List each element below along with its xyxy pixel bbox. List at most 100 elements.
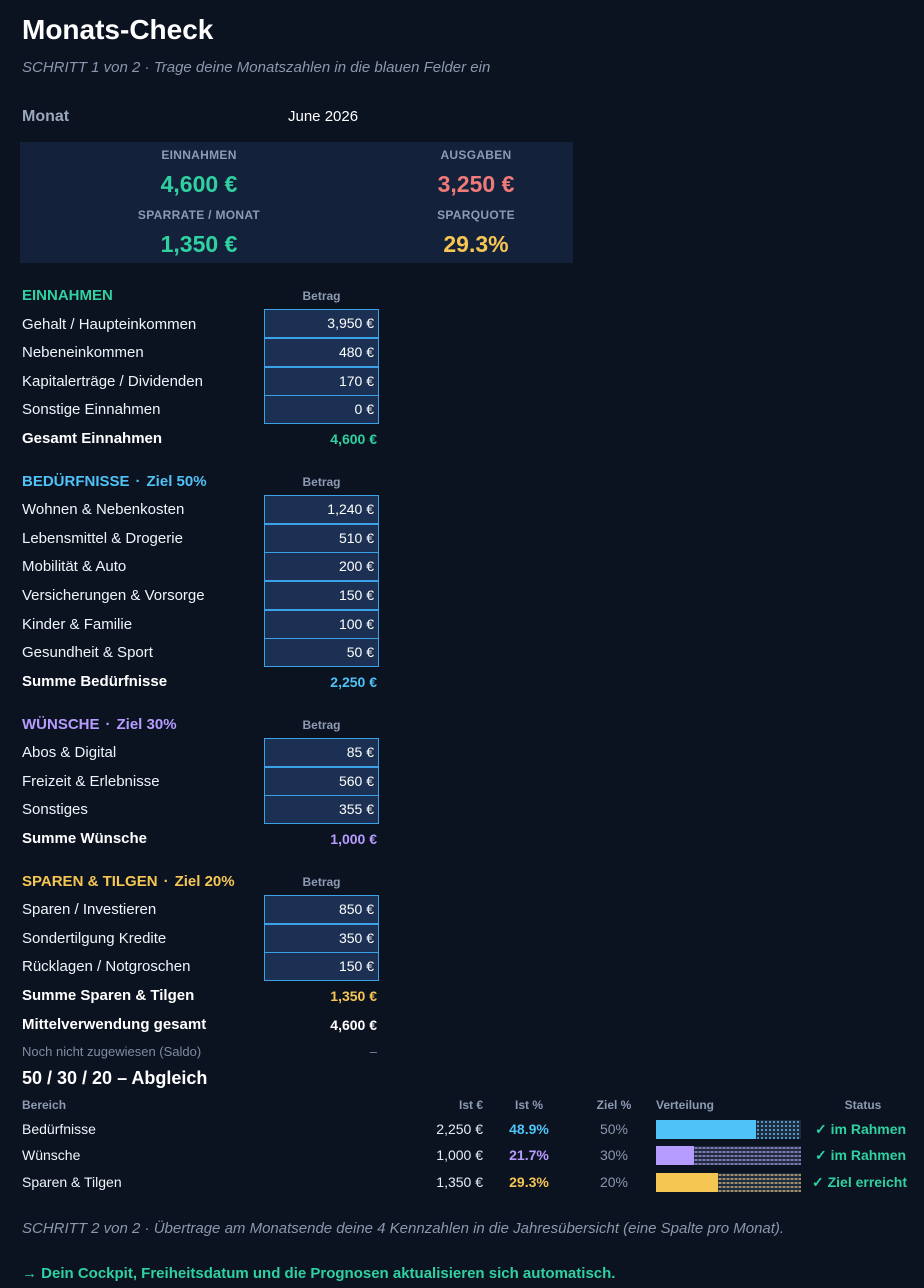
income-amount-input[interactable]: 3,950 € <box>264 309 379 338</box>
income-row-label: Gehalt / Haupteinkommen <box>22 316 197 333</box>
saving-row-label: Rücklagen / Notgroschen <box>22 958 191 975</box>
savings-kpi-value: 1,350 € <box>160 231 238 257</box>
distribution-column-header: Verteilung <box>656 1098 715 1112</box>
arrow-right-icon: → <box>22 1265 37 1282</box>
saving-amount-input[interactable]: 150 € <box>264 952 379 981</box>
auto-update-note: → Dein Cockpit, Freiheitsdatum und die P… <box>22 1265 616 1282</box>
comparison-actual-pct: 29.3% <box>509 1174 549 1190</box>
wants-row-label: Sonstiges <box>22 801 88 818</box>
needs-row-label: Kinder & Familie <box>22 616 133 633</box>
distribution-bar-target-zone <box>694 1146 801 1165</box>
comparison-status: ✓ Ziel erreicht <box>812 1174 907 1190</box>
month-value[interactable]: June 2026 <box>288 108 359 125</box>
income-row-label: Nebeneinkommen <box>22 344 144 361</box>
comparison-actual-eur: 2,250 € <box>436 1121 483 1137</box>
needs-total-value: 2,250 € <box>330 674 377 690</box>
wants-total-value: 1,000 € <box>330 831 377 847</box>
distribution-bar-target-zone <box>718 1173 801 1192</box>
wants-section-heading: WÜNSCHE · Ziel 30% <box>22 716 177 733</box>
needs-amount-input[interactable]: 1,240 € <box>264 495 379 524</box>
savings-kpi-label: SPARRATE / MONAT <box>137 208 261 222</box>
saving-target: Ziel 20% <box>174 873 235 890</box>
needs-section-heading: BEDÜRFNISSE · Ziel 50% <box>22 473 207 490</box>
needs-target: Ziel 50% <box>146 473 207 490</box>
needs-row-label: Lebensmittel & Drogerie <box>22 530 183 547</box>
distribution-bar-fill <box>656 1173 718 1192</box>
expense-kpi-value: 3,250 € <box>437 171 515 197</box>
wants-amount-input[interactable]: 560 € <box>264 767 379 796</box>
comparison-title: 50 / 30 / 20 – Abgleich <box>22 1068 208 1088</box>
comparison-target-pct: 20% <box>599 1174 629 1190</box>
income-amount-input[interactable]: 170 € <box>264 367 379 396</box>
needs-amount-input[interactable]: 200 € <box>264 552 379 581</box>
distribution-bar-fill <box>656 1146 694 1165</box>
wants-amount-input[interactable]: 355 € <box>264 795 379 824</box>
needs-amount-column-header: Betrag <box>302 475 341 489</box>
income-row-label: Sonstige Einnahmen <box>22 401 161 418</box>
allocation-total-value: 4,600 € <box>330 1017 377 1033</box>
distribution-bar <box>656 1146 801 1165</box>
needs-amount-input[interactable]: 100 € <box>264 610 379 639</box>
income-row-label: Kapitalerträge / Dividenden <box>22 373 203 390</box>
saving-amount-input[interactable]: 350 € <box>264 924 379 953</box>
comparison-area: Sparen & Tilgen <box>22 1174 122 1190</box>
saving-section-heading: SPAREN & TILGEN · Ziel 20% <box>22 873 235 890</box>
comparison-status: ✓ im Rahmen <box>815 1147 907 1163</box>
comparison-actual-pct: 21.7% <box>509 1147 549 1163</box>
saving-total-value: 1,350 € <box>330 988 377 1004</box>
needs-row-label: Mobilität & Auto <box>22 558 127 575</box>
step-1-instruction: SCHRITT 1 von 2 · Trage deine Monatszahl… <box>22 59 491 76</box>
saving-amount-input[interactable]: 850 € <box>264 895 379 924</box>
savings-rate-kpi-label: SPARQUOTE <box>437 208 515 222</box>
actual-pct-column-header: Ist % <box>514 1098 543 1112</box>
wants-row-label: Freizeit & Erlebnisse <box>22 773 160 790</box>
allocation-total-label: Mittelverwendung gesamt <box>22 1016 207 1033</box>
comparison-actual-eur: 1,000 € <box>436 1147 483 1163</box>
page-title: Monats-Check <box>22 14 214 45</box>
distribution-bar <box>656 1173 801 1192</box>
comparison-area: Wünsche <box>22 1147 81 1163</box>
needs-row-label: Versicherungen & Vorsorge <box>22 587 205 604</box>
actual-eur-column-header: Ist € <box>458 1098 483 1112</box>
saving-row-label: Sparen / Investieren <box>22 901 157 918</box>
saving-amount-column-header: Betrag <box>302 875 341 889</box>
wants-target: Ziel 30% <box>116 716 177 733</box>
area-column-header: Bereich <box>22 1098 67 1112</box>
income-amount-column-header: Betrag <box>302 289 341 303</box>
income-section-heading: EINNAHMEN <box>22 287 113 304</box>
income-amount-input[interactable]: 0 € <box>264 395 379 424</box>
comparison-actual-eur: 1,350 € <box>436 1174 483 1190</box>
income-total-label: Gesamt Einnahmen <box>22 430 163 447</box>
distribution-bar <box>656 1120 801 1139</box>
comparison-area: Bedürfnisse <box>22 1121 96 1137</box>
needs-total-label: Summe Bedürfnisse <box>22 673 168 690</box>
wants-amount-column-header: Betrag <box>302 718 341 732</box>
unassigned-value: – <box>369 1044 377 1059</box>
saving-total-label: Summe Sparen & Tilgen <box>22 987 195 1004</box>
target-pct-column-header: Ziel % <box>596 1098 632 1112</box>
comparison-actual-pct: 48.9% <box>509 1121 549 1137</box>
distribution-bar-fill <box>656 1120 756 1139</box>
needs-amount-input[interactable]: 150 € <box>264 581 379 610</box>
saving-row-label: Sondertilgung Kredite <box>22 930 167 947</box>
wants-total-label: Summe Wünsche <box>22 830 148 847</box>
comparison-status: ✓ im Rahmen <box>815 1121 907 1137</box>
needs-amount-input[interactable]: 510 € <box>264 524 379 553</box>
wants-amount-input[interactable]: 85 € <box>264 738 379 767</box>
income-total-value: 4,600 € <box>330 431 377 447</box>
income-amount-input[interactable]: 480 € <box>264 338 379 367</box>
needs-row-label: Gesundheit & Sport <box>22 644 153 661</box>
needs-amount-input[interactable]: 50 € <box>264 638 379 667</box>
savings-rate-kpi-value: 29.3% <box>443 231 509 257</box>
kpi-panel: EINNAHMEN 4,600 € AUSGABEN 3,250 € SPARR… <box>20 142 573 263</box>
status-column-header: Status <box>844 1098 882 1112</box>
month-label: Monat <box>22 108 70 125</box>
comparison-target-pct: 30% <box>599 1147 629 1163</box>
unassigned-label: Noch nicht zugewiesen (Saldo) <box>22 1044 202 1059</box>
needs-row-label: Wohnen & Nebenkosten <box>22 501 185 518</box>
distribution-bar-target-zone <box>756 1120 801 1139</box>
income-kpi-label: EINNAHMEN <box>161 148 237 162</box>
wants-row-label: Abos & Digital <box>22 744 117 761</box>
step-2-instruction: SCHRITT 2 von 2 · Übertrage am Monatsend… <box>22 1220 785 1237</box>
income-kpi-value: 4,600 € <box>160 171 238 197</box>
